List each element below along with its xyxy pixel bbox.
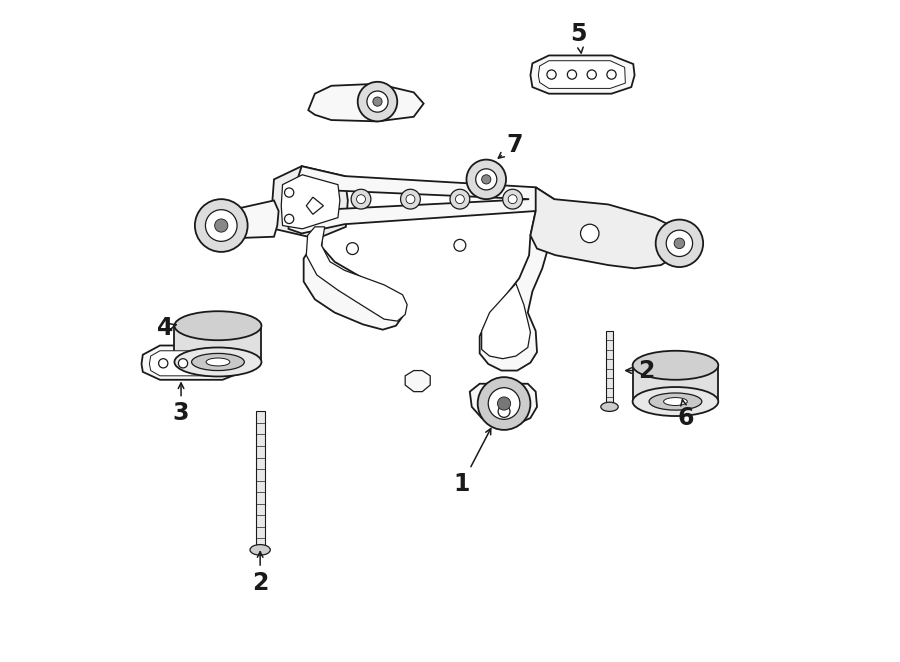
Circle shape bbox=[476, 169, 497, 190]
Circle shape bbox=[587, 70, 597, 79]
Circle shape bbox=[178, 359, 187, 368]
Ellipse shape bbox=[250, 545, 270, 555]
Circle shape bbox=[656, 220, 703, 267]
FancyBboxPatch shape bbox=[606, 331, 614, 407]
Polygon shape bbox=[141, 346, 242, 380]
Circle shape bbox=[450, 189, 470, 209]
Circle shape bbox=[195, 199, 248, 252]
Text: 6: 6 bbox=[678, 400, 694, 430]
Circle shape bbox=[346, 243, 358, 254]
Circle shape bbox=[508, 195, 518, 204]
Circle shape bbox=[607, 70, 616, 79]
Polygon shape bbox=[530, 187, 682, 268]
Ellipse shape bbox=[601, 402, 618, 411]
Polygon shape bbox=[309, 84, 424, 121]
Circle shape bbox=[488, 388, 520, 419]
Text: 3: 3 bbox=[173, 383, 189, 426]
Ellipse shape bbox=[175, 311, 262, 340]
Polygon shape bbox=[306, 227, 407, 321]
Ellipse shape bbox=[633, 387, 718, 416]
Circle shape bbox=[400, 189, 420, 209]
FancyBboxPatch shape bbox=[256, 411, 265, 550]
Ellipse shape bbox=[192, 354, 244, 371]
Text: 2: 2 bbox=[252, 551, 268, 595]
Circle shape bbox=[482, 175, 490, 184]
Circle shape bbox=[547, 70, 556, 79]
Ellipse shape bbox=[633, 351, 718, 380]
Polygon shape bbox=[272, 166, 347, 239]
Circle shape bbox=[498, 406, 510, 417]
Polygon shape bbox=[306, 197, 323, 214]
Text: 4: 4 bbox=[157, 316, 176, 340]
Text: 5: 5 bbox=[571, 23, 587, 53]
Circle shape bbox=[580, 224, 599, 243]
Ellipse shape bbox=[175, 348, 262, 377]
FancyBboxPatch shape bbox=[175, 326, 262, 362]
Circle shape bbox=[200, 359, 210, 368]
Circle shape bbox=[357, 82, 397, 121]
Text: 7: 7 bbox=[499, 133, 523, 158]
Circle shape bbox=[498, 397, 510, 410]
Circle shape bbox=[215, 219, 228, 232]
Ellipse shape bbox=[649, 393, 702, 410]
Text: 1: 1 bbox=[454, 428, 491, 496]
Polygon shape bbox=[538, 61, 625, 89]
FancyBboxPatch shape bbox=[633, 365, 718, 402]
Circle shape bbox=[454, 240, 466, 252]
Ellipse shape bbox=[206, 358, 230, 366]
Polygon shape bbox=[470, 384, 537, 424]
Polygon shape bbox=[405, 371, 430, 392]
Circle shape bbox=[367, 91, 388, 112]
Circle shape bbox=[455, 195, 464, 204]
Polygon shape bbox=[149, 351, 234, 376]
Ellipse shape bbox=[663, 398, 688, 406]
Circle shape bbox=[284, 188, 293, 197]
Circle shape bbox=[221, 359, 230, 368]
Polygon shape bbox=[289, 166, 554, 234]
Circle shape bbox=[284, 214, 293, 224]
Circle shape bbox=[356, 195, 365, 204]
Polygon shape bbox=[218, 201, 279, 239]
Polygon shape bbox=[530, 56, 634, 94]
Polygon shape bbox=[482, 283, 530, 359]
Circle shape bbox=[205, 210, 237, 242]
Polygon shape bbox=[281, 175, 340, 229]
Circle shape bbox=[373, 97, 382, 106]
Polygon shape bbox=[303, 224, 402, 330]
Circle shape bbox=[674, 238, 685, 249]
Circle shape bbox=[406, 195, 415, 204]
Text: 2: 2 bbox=[626, 359, 654, 383]
Polygon shape bbox=[480, 211, 549, 371]
Circle shape bbox=[158, 359, 168, 368]
Circle shape bbox=[567, 70, 577, 79]
Circle shape bbox=[503, 189, 523, 209]
Circle shape bbox=[351, 189, 371, 209]
Circle shape bbox=[478, 377, 530, 430]
Circle shape bbox=[666, 230, 693, 256]
Circle shape bbox=[466, 160, 506, 199]
